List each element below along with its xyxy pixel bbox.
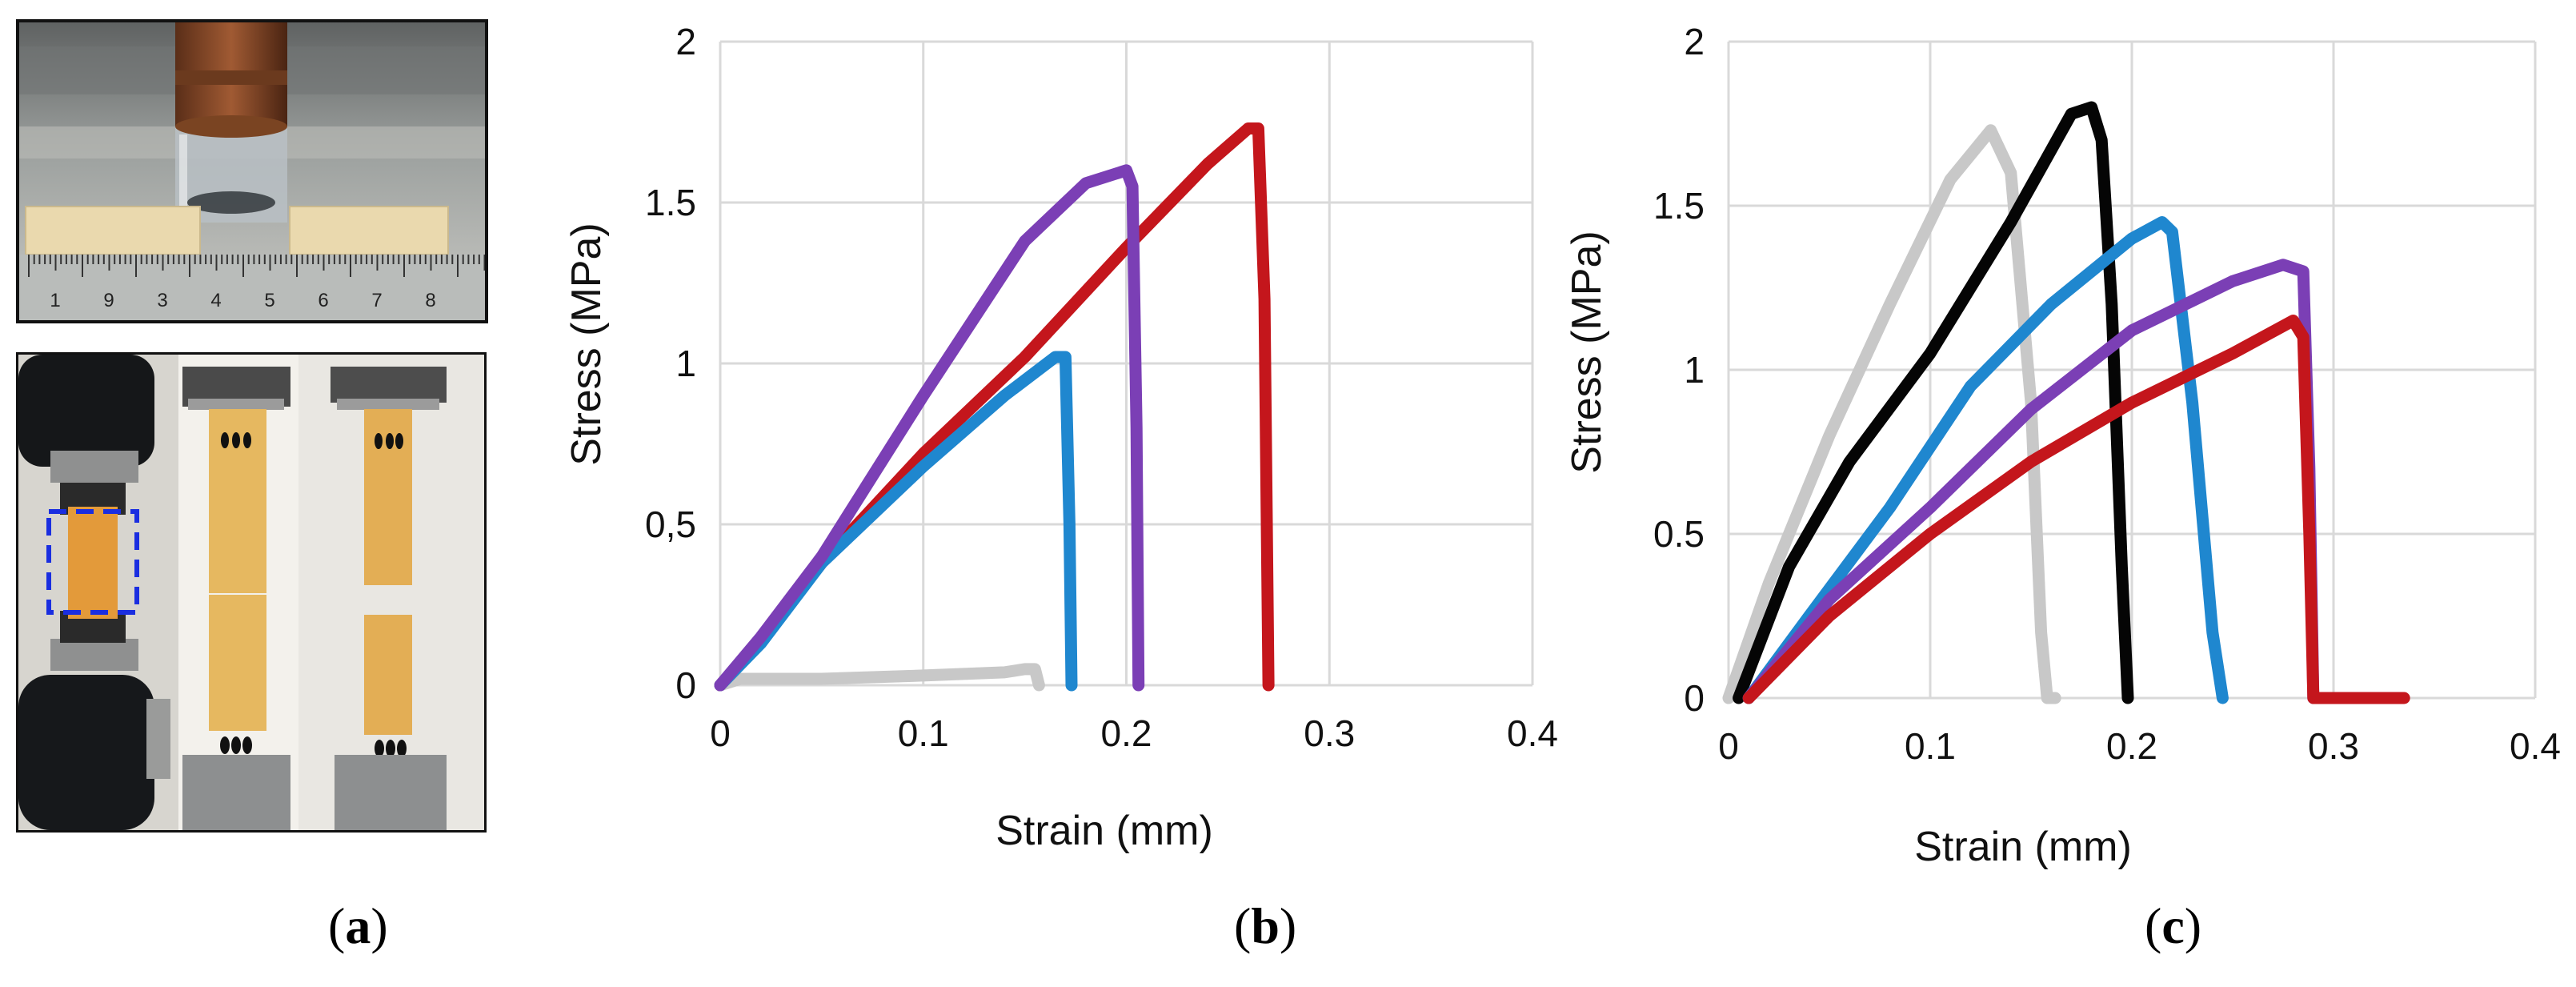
series-line-red — [1742, 315, 2410, 704]
y-tick-label: 0 — [675, 664, 696, 706]
photo-top-specimen-ruler: 1 9 3 4 5 6 7 8 — [16, 19, 488, 323]
series-line-blue — [1742, 216, 2229, 704]
x-tick-label: 0 — [710, 712, 731, 754]
specimen-broken-2 — [331, 367, 447, 830]
x-axis-label: Strain (mm) — [996, 808, 1213, 854]
ruler-number: 8 — [425, 290, 435, 311]
y-tick-label: 1 — [675, 343, 696, 384]
sample-vial — [175, 22, 287, 223]
y-tick-label: 0.5 — [1653, 513, 1705, 555]
photo-tensile-test — [16, 352, 487, 833]
series-line-blue — [714, 351, 1078, 692]
label-close-paren: ) — [2184, 897, 2202, 954]
y-tick-label: 0,5 — [645, 504, 696, 545]
panel-label-b: (b) — [1234, 897, 1296, 956]
photo-bottom-drawing — [18, 355, 484, 830]
x-tick-label: 0.4 — [1507, 712, 1558, 754]
x-tick-label: 0.1 — [898, 712, 949, 754]
ruler-number: 3 — [157, 290, 167, 311]
x-axis-label: Strain (mm) — [1914, 824, 2132, 870]
y-axis-label: Stress (MPa) — [1564, 231, 1610, 473]
ruler-number: 9 — [103, 290, 114, 311]
y-tick-label: 1 — [1684, 349, 1705, 391]
label-close-paren: ) — [371, 897, 388, 954]
label-open-paren: ( — [2145, 897, 2162, 954]
label-letter: a — [345, 897, 371, 954]
series-line-black — [1733, 101, 2134, 704]
x-tick-label: 0.3 — [1304, 712, 1355, 754]
tensile-machine — [18, 355, 170, 830]
ruler-number: 4 — [210, 290, 221, 311]
ruler — [19, 255, 485, 320]
paper-strip-right — [289, 206, 449, 255]
series-line-gray — [714, 663, 1045, 692]
tick-labels: 0 0,5 1 1.5 2 0 0.1 0.2 0.3 0.4 — [645, 21, 1558, 754]
paper-strip-left — [25, 206, 201, 255]
y-tick-label: 1.5 — [645, 182, 696, 223]
x-tick-label: 0.2 — [2106, 725, 2157, 767]
label-open-paren: ( — [328, 897, 346, 954]
series-line-purple — [714, 164, 1145, 692]
label-open-paren: ( — [1234, 897, 1252, 954]
y-tick-label: 2 — [675, 21, 696, 62]
y-axis-label: Stress (MPa) — [563, 223, 610, 465]
label-letter: b — [1251, 897, 1280, 954]
x-tick-label: 0.2 — [1101, 712, 1152, 754]
chart-c: 0 0.5 1 1.5 2 0 0.1 0.2 0.3 0.4 Strain (mm) Stress … — [1564, 21, 2561, 870]
series-lines — [1722, 101, 2410, 704]
panel-label-c: (c) — [2145, 897, 2201, 956]
gridlines — [1727, 40, 2537, 700]
ruler-numbers: 1 9 3 4 5 6 7 8 — [50, 290, 435, 311]
dashed-region-box — [46, 509, 139, 615]
x-tick-label: 0.4 — [2510, 725, 2561, 767]
specimen-broken-1 — [178, 355, 298, 830]
label-letter: c — [2161, 897, 2185, 954]
x-tick-label: 0 — [1718, 725, 1739, 767]
ruler-number: 1 — [50, 290, 60, 311]
series-lines — [714, 122, 1275, 692]
gridlines — [719, 40, 1534, 687]
y-tick-label: 0 — [1684, 677, 1705, 719]
label-close-paren: ) — [1279, 897, 1297, 954]
ruler-number: 7 — [371, 290, 382, 311]
ruler-number: 6 — [318, 290, 328, 311]
ruler-number: 5 — [264, 290, 274, 311]
chart-b: 0 0,5 1 1.5 2 0 0.1 0.2 0.3 0.4 Strain (mm) Stress … — [563, 21, 1558, 854]
series-line-gray — [1722, 124, 2061, 704]
tick-labels: 0 0.5 1 1.5 2 0 0.1 0.2 0.3 0.4 — [1653, 21, 2561, 767]
photo-top-drawing: 1 9 3 4 5 6 7 8 — [19, 22, 485, 320]
panel-label-a: (a) — [328, 897, 388, 956]
y-tick-label: 1.5 — [1653, 185, 1705, 227]
x-tick-label: 0.3 — [2308, 725, 2359, 767]
y-tick-label: 2 — [1684, 21, 1705, 62]
x-tick-label: 0.1 — [1905, 725, 1956, 767]
